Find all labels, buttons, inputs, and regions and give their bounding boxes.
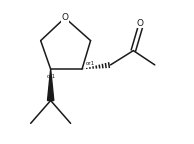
Text: O: O [61, 13, 68, 22]
Text: or1: or1 [47, 74, 56, 79]
Text: or1: or1 [86, 61, 95, 66]
Polygon shape [48, 69, 54, 101]
Text: O: O [137, 19, 144, 28]
